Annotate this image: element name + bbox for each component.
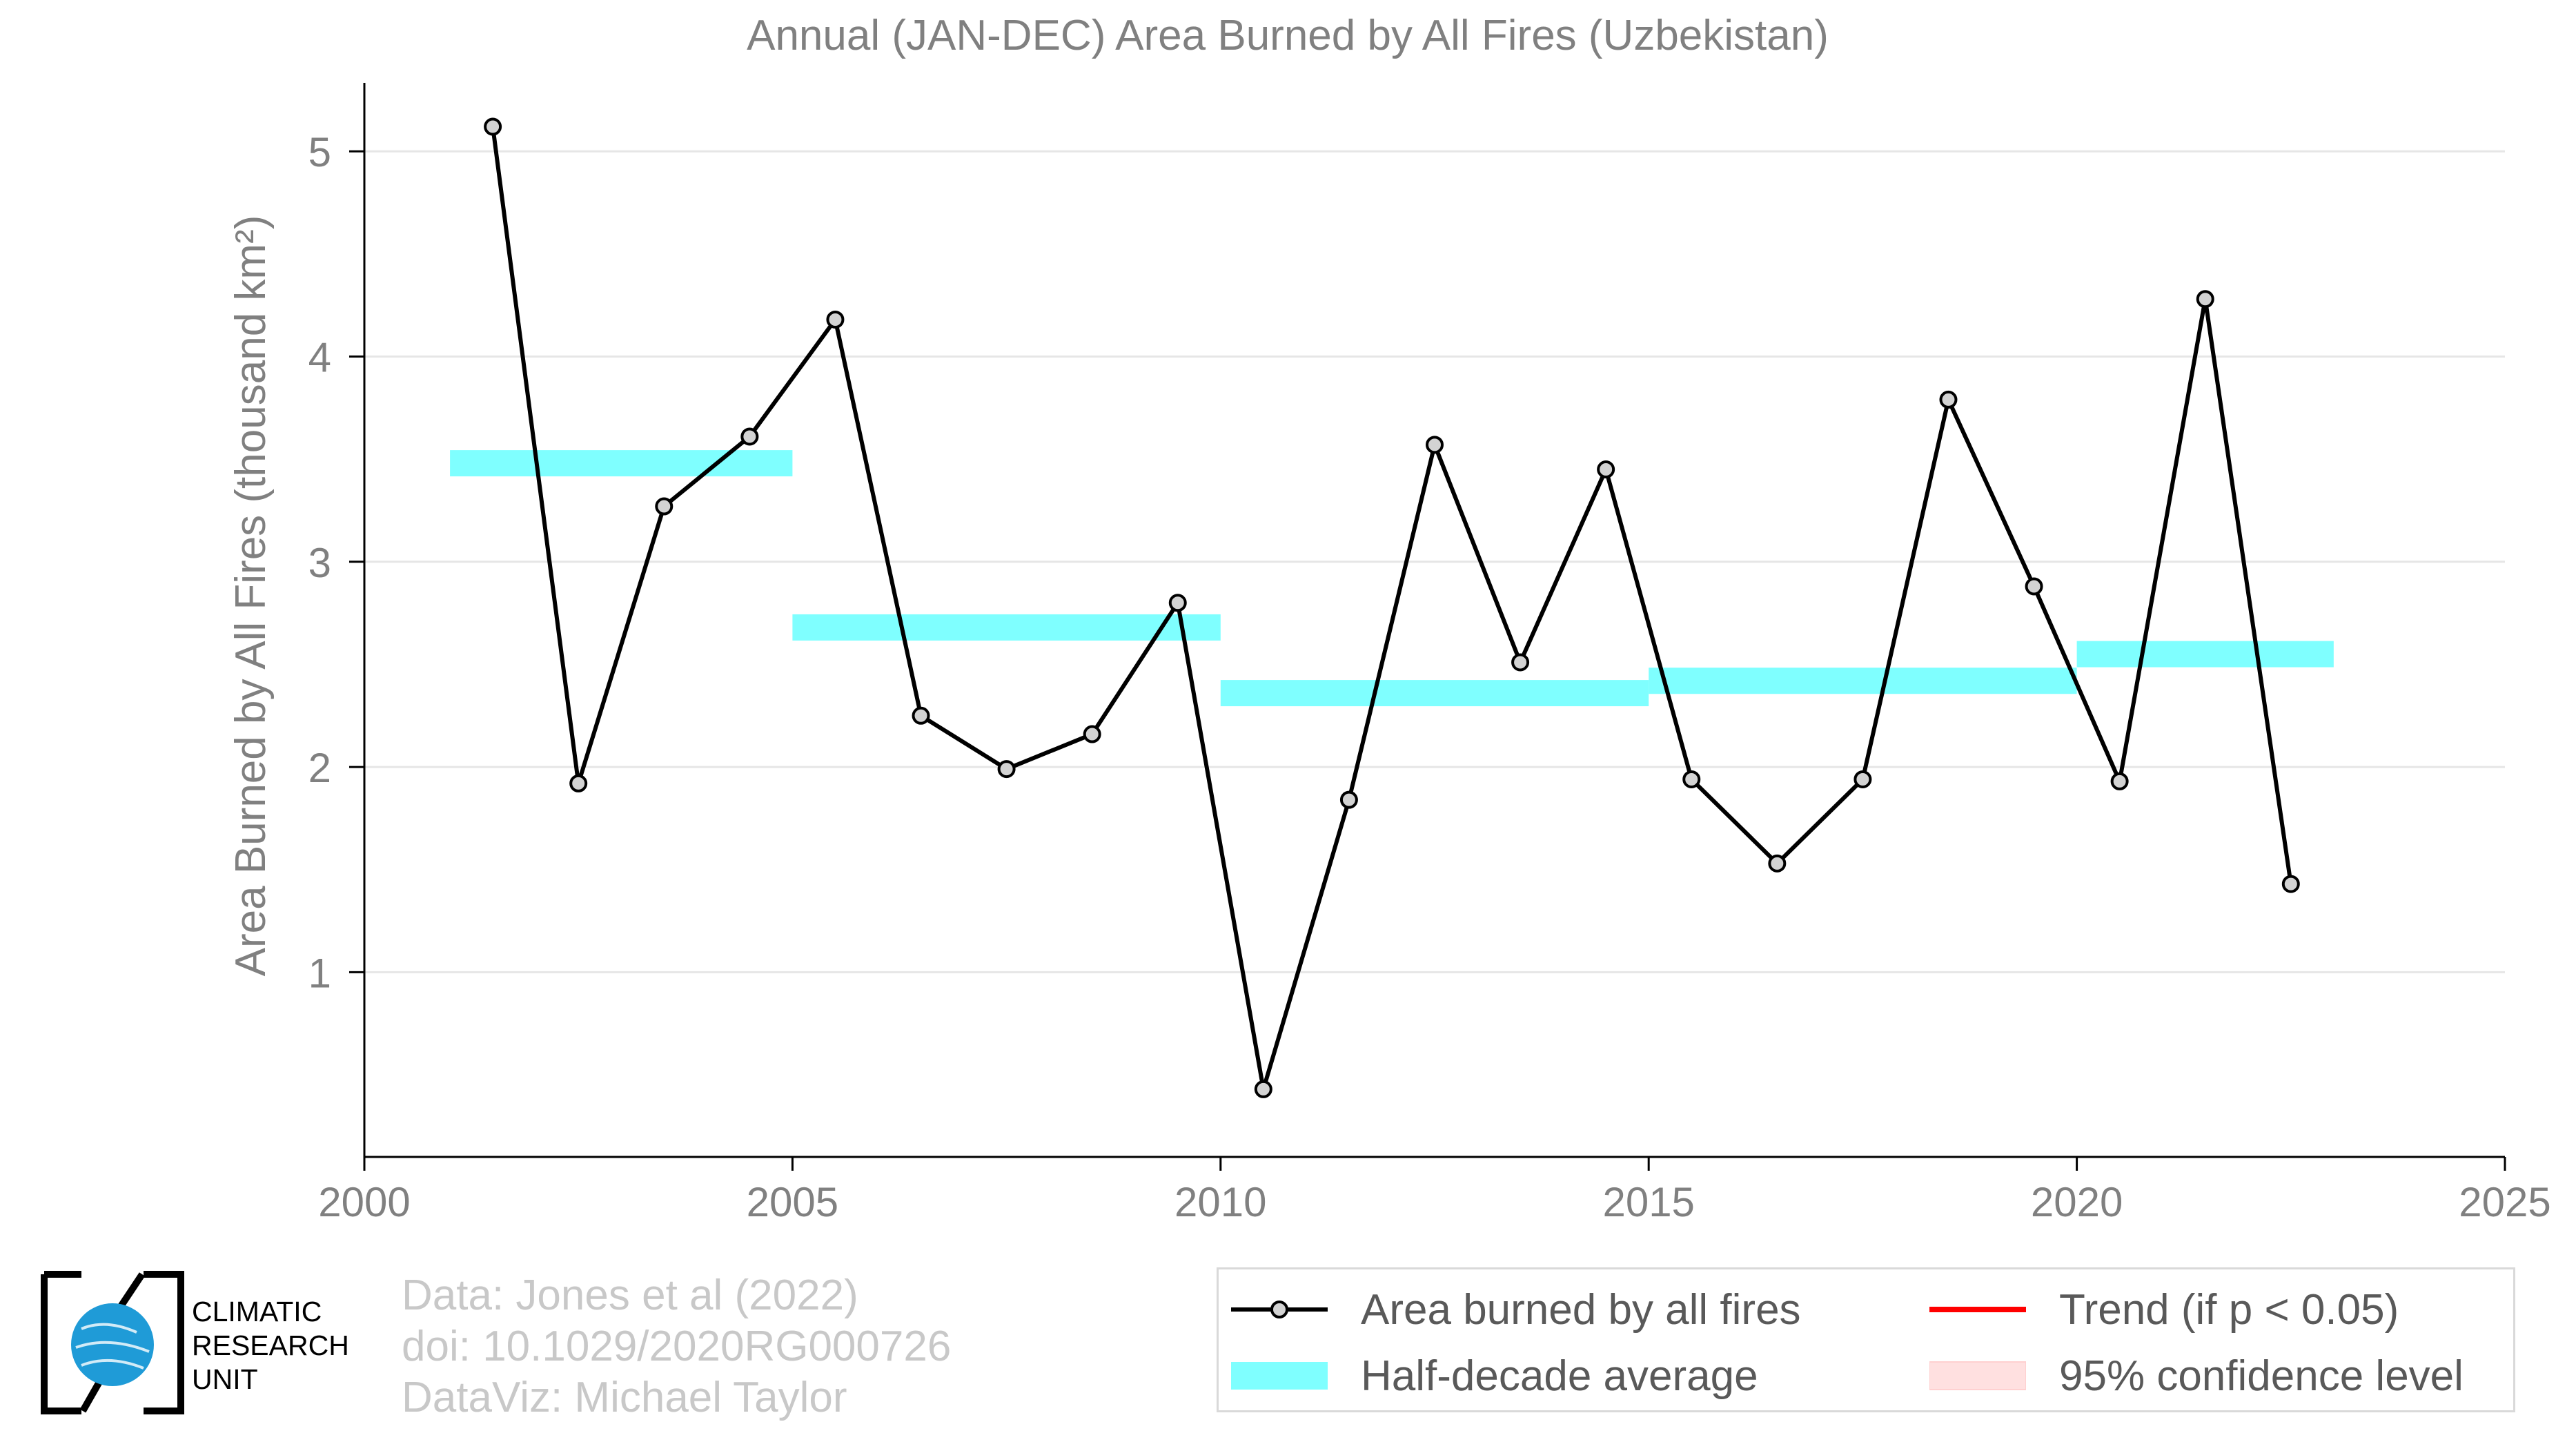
- x-tick-label-2015: 2015: [1602, 1179, 1694, 1225]
- logo-line-2: RESEARCH: [192, 1330, 349, 1361]
- data-point-2012.5: [1426, 436, 1444, 454]
- legend-trend-line-icon: [1929, 1307, 2026, 1312]
- data-points: [484, 117, 2300, 1098]
- cru-logo: CLIMATIC RESEARCH UNIT: [40, 1270, 364, 1415]
- data-point-2021.5: [2196, 290, 2214, 309]
- y-tick-label-3: 3: [308, 540, 331, 586]
- y-axis-label: Area Burned by All Fires (thousand km²): [227, 215, 275, 977]
- data-point-2005.5: [826, 310, 845, 329]
- data-point-2020.5: [2110, 772, 2129, 790]
- legend-label-area-burned: Area burned by all fires: [1361, 1285, 1801, 1334]
- y-tick-label-5: 5: [308, 129, 331, 175]
- legend-item-trend: Trend (if p < 0.05): [1929, 1282, 2399, 1337]
- half-decade-band-2: [1220, 680, 1649, 707]
- chart: Annual (JAN-DEC) Area Burned by All Fire…: [227, 12, 2551, 1225]
- x-tick-label-2025: 2025: [2459, 1179, 2550, 1225]
- data-point-2019.5: [2025, 577, 2043, 596]
- data-point-2004.5: [740, 427, 759, 446]
- y-tick-label-1: 1: [308, 950, 331, 996]
- data-point-2003.5: [655, 497, 674, 516]
- half-decade-bands: [450, 450, 2334, 707]
- half-decade-band-4: [2076, 641, 2334, 668]
- y-tick-label-4: 4: [308, 335, 331, 381]
- logo-line-3: UNIT: [192, 1363, 258, 1395]
- data-point-2018.5: [1939, 390, 1958, 409]
- data-point-2011.5: [1339, 790, 1358, 809]
- legend-item-confidence: 95% confidence level: [1929, 1348, 2464, 1403]
- half-decade-band-1: [792, 614, 1221, 641]
- data-point-2010.5: [1254, 1080, 1272, 1098]
- legend-line-marker-icon: [1231, 1301, 1328, 1318]
- data-point-2008.5: [1083, 725, 1101, 743]
- data-point-2002.5: [569, 774, 588, 792]
- data-credits: Data: Jones et al (2022) doi: 10.1029/20…: [402, 1270, 951, 1423]
- credit-doi: doi: 10.1029/2020RG000726: [402, 1323, 952, 1370]
- data-point-2017.5: [1854, 770, 1872, 788]
- logo-line-1: CLIMATIC: [192, 1296, 322, 1327]
- y-tick-labels: 1 2 3 4 5: [308, 129, 331, 996]
- x-tick-label-2020: 2020: [2031, 1179, 2123, 1225]
- credit-dataviz: DataViz: Michael Taylor: [402, 1374, 847, 1421]
- legend-confidence-band-icon: [1929, 1361, 2026, 1390]
- legend-item-area-burned: Area burned by all fires: [1231, 1282, 1801, 1337]
- data-point-2016.5: [1768, 854, 1787, 873]
- x-tick-labels: 2000 2005 2010 2015 2020 2025: [318, 1179, 2550, 1225]
- data-point-2009.5: [1168, 594, 1187, 612]
- chart-legend: Area burned by all fires Trend (if p < 0…: [1217, 1267, 2515, 1412]
- data-point-2001.5: [484, 117, 502, 136]
- data-point-2007.5: [997, 760, 1016, 779]
- series-area-burned: [491, 126, 2293, 1091]
- data-point-2006.5: [912, 706, 930, 725]
- data-point-2013.5: [1511, 653, 1530, 672]
- cru-logo-text: CLIMATIC RESEARCH UNIT: [192, 1295, 349, 1396]
- half-decade-band-0: [450, 450, 793, 477]
- cru-globe-icon: [41, 1271, 184, 1414]
- chart-title: Annual (JAN-DEC) Area Burned by All Fire…: [747, 12, 1829, 59]
- credit-data-source: Data: Jones et al (2022): [402, 1272, 858, 1319]
- y-tick-label-2: 2: [308, 745, 331, 791]
- legend-half-decade-band-icon: [1231, 1362, 1328, 1390]
- x-tick-label-2005: 2005: [747, 1179, 838, 1225]
- legend-label-trend: Trend (if p < 0.05): [2059, 1285, 2399, 1334]
- data-point-2022.5: [2281, 875, 2300, 893]
- series-line-0: [491, 126, 2293, 1091]
- data-point-2014.5: [1597, 460, 1615, 479]
- x-tick-label-2010: 2010: [1174, 1179, 1266, 1225]
- legend-label-half-decade: Half-decade average: [1361, 1352, 1758, 1400]
- x-tick-label-2000: 2000: [318, 1179, 410, 1225]
- data-point-2015.5: [1682, 770, 1701, 788]
- legend-item-half-decade: Half-decade average: [1231, 1348, 1758, 1403]
- half-decade-band-3: [1649, 668, 2077, 694]
- grid-lines: [349, 83, 2506, 1171]
- legend-label-confidence: 95% confidence level: [2059, 1352, 2464, 1400]
